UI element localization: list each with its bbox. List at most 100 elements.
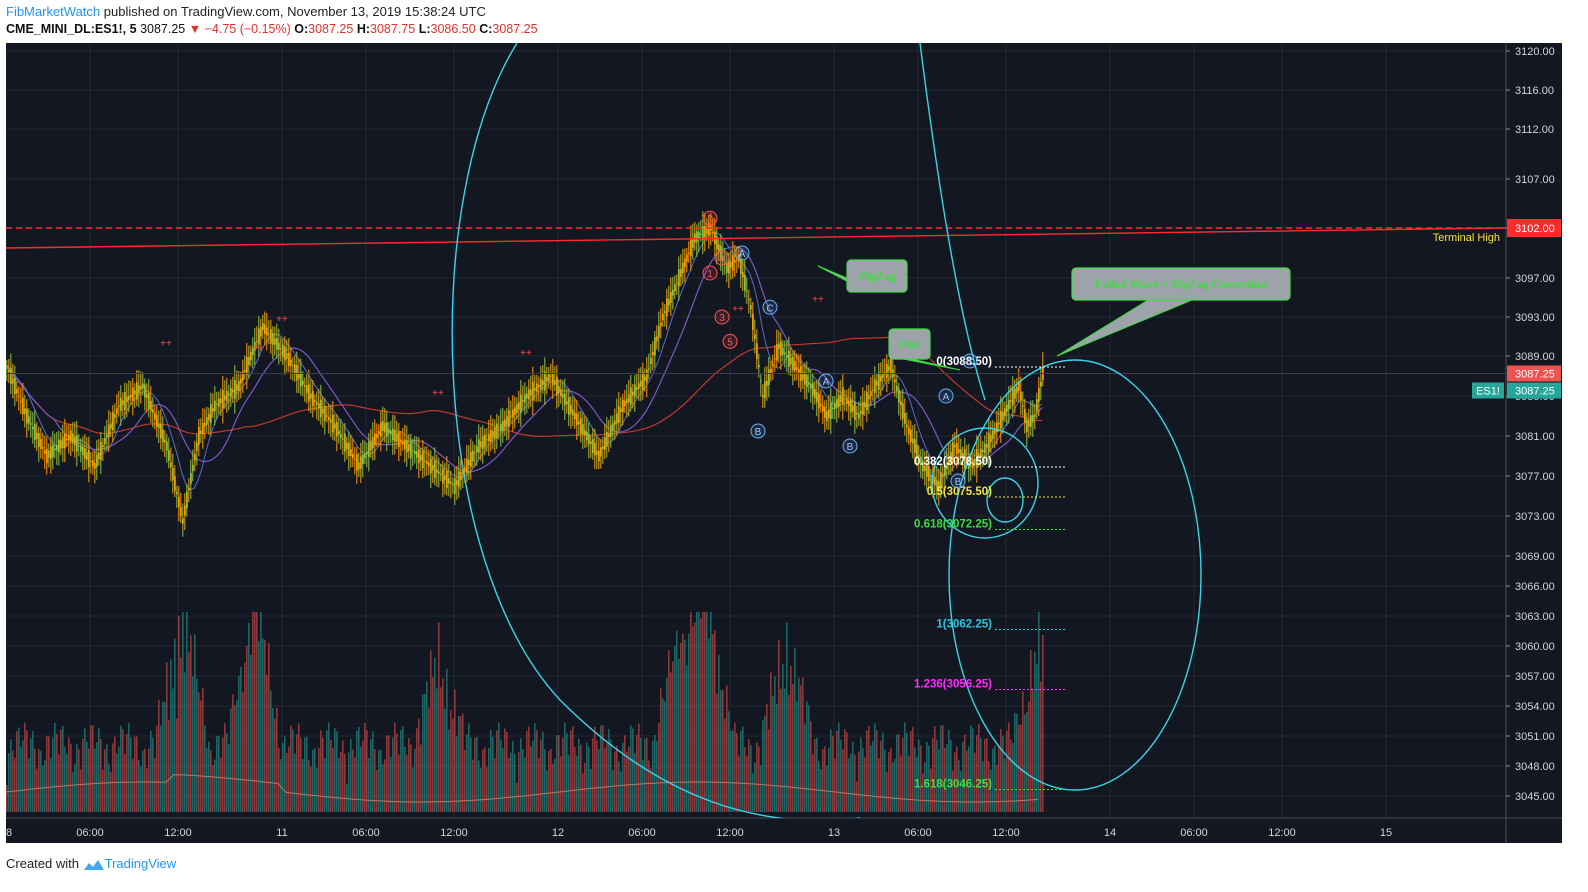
volume-bar — [776, 704, 778, 812]
volume-bar — [34, 748, 36, 812]
volume-bar — [514, 753, 516, 812]
volume-bar — [616, 745, 618, 812]
candle-body — [384, 422, 386, 433]
candle-body — [314, 400, 316, 402]
volume-bar — [472, 759, 474, 812]
candle-body — [102, 445, 104, 447]
volume-bar — [440, 687, 442, 812]
failed-wave-callout-text: Failed Wave = ZigZag Correction — [1095, 277, 1268, 291]
candle-body — [1040, 381, 1042, 387]
volume-bar — [126, 734, 128, 812]
volume-bar — [698, 612, 700, 812]
candle-body — [276, 338, 278, 350]
candle-body — [292, 365, 294, 367]
candle-body — [532, 381, 534, 401]
candle-body — [572, 409, 574, 416]
volume-bar — [280, 759, 282, 812]
candle-body — [1012, 389, 1014, 406]
volume-bar — [306, 736, 308, 812]
close-value: 3087.25 — [492, 22, 538, 36]
volume-bar — [988, 761, 990, 812]
candle-body — [604, 437, 606, 450]
wave-label-text: A — [739, 249, 746, 260]
volume-bar — [558, 735, 560, 812]
candle-body — [848, 400, 850, 407]
volume-bar — [426, 681, 428, 812]
candle-body — [820, 403, 822, 406]
volume-bar — [540, 739, 542, 812]
volume-bar — [658, 723, 660, 812]
candle-body — [450, 481, 452, 484]
volume-bar — [474, 737, 476, 812]
candle-body — [874, 379, 876, 393]
candle-body — [964, 449, 966, 468]
signal-marker: ++ — [520, 348, 532, 359]
volume-bar — [366, 730, 368, 812]
candle-body — [504, 419, 506, 428]
candle-body — [742, 272, 744, 278]
candle-body — [900, 401, 902, 406]
candle-body — [986, 444, 988, 448]
volume-bar — [938, 749, 940, 812]
candle-body — [470, 451, 472, 467]
candle-body — [536, 383, 538, 392]
volume-bar — [370, 739, 372, 812]
candle-body — [812, 383, 814, 397]
volume-bar — [680, 642, 682, 812]
volume-bar — [318, 748, 320, 812]
volume-bar — [640, 737, 642, 812]
volume-bar — [916, 756, 918, 812]
candle-body — [278, 342, 280, 350]
volume-bar — [240, 667, 242, 812]
candle-body — [538, 385, 540, 387]
volume-bar — [484, 747, 486, 812]
volume-bar — [54, 723, 56, 812]
candle-body — [326, 415, 328, 417]
volume-bar — [554, 759, 556, 812]
candle-body — [28, 416, 30, 424]
volume-bar — [958, 760, 960, 812]
volume-bar — [998, 747, 1000, 812]
candle-body — [702, 225, 704, 241]
volume-bar — [924, 762, 926, 812]
volume-bar — [740, 730, 742, 812]
volume-bar — [830, 729, 832, 812]
volume-bar — [394, 722, 396, 812]
candle-body — [984, 443, 986, 454]
down-arrow-icon: ▼ — [188, 22, 202, 36]
candle-body — [366, 451, 368, 454]
candle-body — [722, 255, 724, 261]
zigzag-callout-box — [846, 259, 908, 293]
volume-bar — [750, 745, 752, 812]
volume-bar — [584, 762, 586, 812]
candle-body — [766, 380, 768, 387]
volume-bar — [948, 729, 950, 812]
volume-bar — [64, 746, 66, 812]
candle-body — [552, 373, 554, 386]
volume-bar — [572, 726, 574, 812]
candle-body — [588, 434, 590, 445]
candle-body — [526, 393, 528, 399]
candle-body — [998, 422, 1000, 425]
volume-bar — [192, 676, 194, 812]
volume-bar — [364, 723, 366, 812]
author-link[interactable]: FibMarketWatch — [6, 4, 101, 19]
volume-bar — [876, 730, 878, 812]
volume-bar — [1038, 612, 1040, 812]
tradingview-brand[interactable]: TradingView — [104, 856, 177, 871]
candle-body — [1018, 381, 1020, 391]
candle-body — [634, 384, 636, 398]
candle-body — [448, 478, 450, 484]
x-tick-label: 11 — [276, 827, 287, 839]
volume-bar — [396, 733, 398, 812]
candle-body — [988, 432, 990, 452]
volume-bar — [176, 718, 178, 812]
candle-body — [14, 377, 16, 395]
candle-body — [454, 478, 456, 494]
volume-bar — [620, 771, 622, 812]
candle-body — [396, 433, 398, 442]
volume-bar — [402, 726, 404, 812]
candle-body — [56, 445, 58, 451]
volume-bar — [198, 692, 200, 812]
